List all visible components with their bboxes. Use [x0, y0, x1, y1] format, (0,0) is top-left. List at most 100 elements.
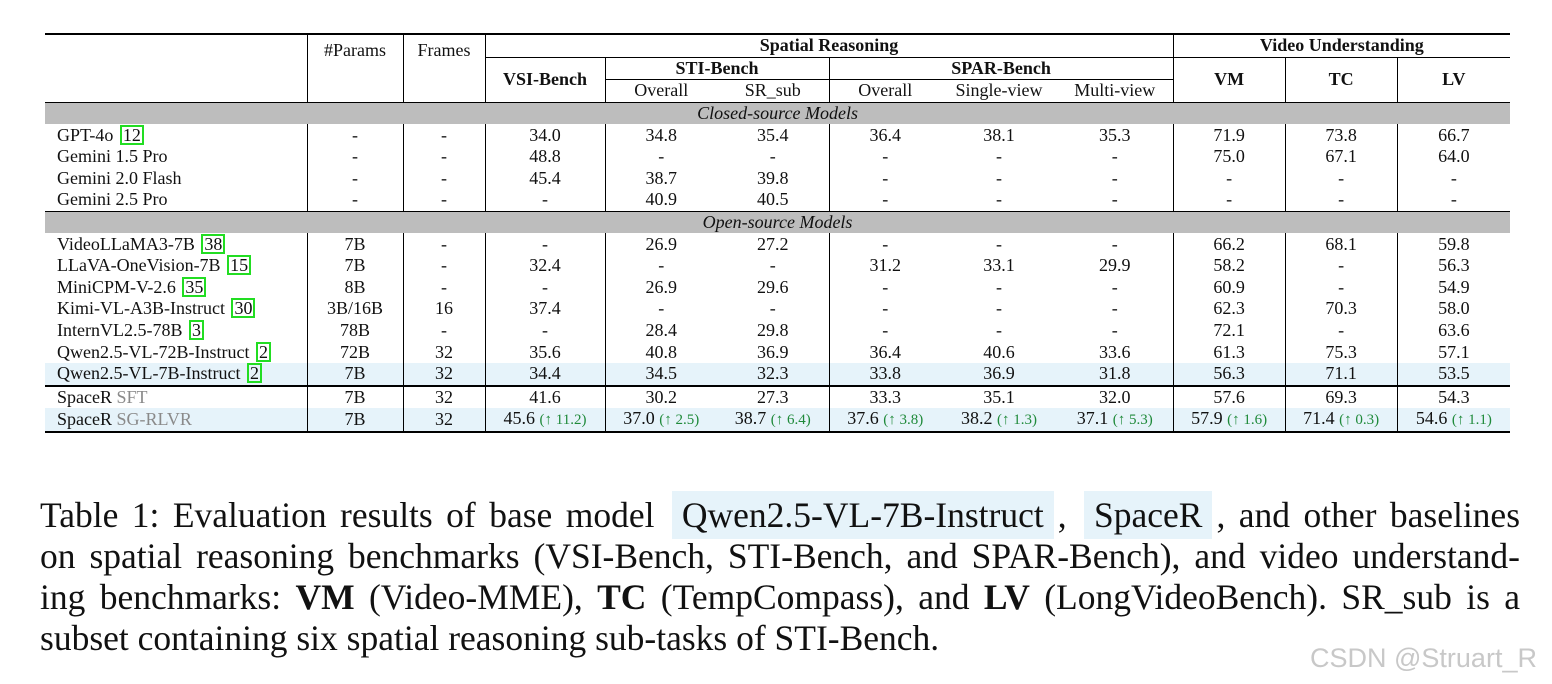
cell-value: -	[996, 167, 1002, 188]
cell-value: 31.2	[869, 255, 902, 276]
table-row: InternVL2.5-78B 3 78B - - 28.4 29.8 - - - 72.1 - 63…	[45, 319, 1510, 342]
cell-value: -	[441, 233, 447, 254]
improvement-delta: (↑ 0.3)	[1339, 412, 1380, 429]
cell-value: -	[996, 298, 1002, 319]
cell-value: 7B	[344, 386, 366, 407]
cell-value: 71.1	[1325, 363, 1357, 384]
cell-value: 68.1	[1325, 233, 1357, 254]
cell-value: 78B	[339, 320, 370, 341]
cell-value: 7B	[344, 363, 366, 384]
cell-value: -	[769, 298, 776, 319]
cell-value: -	[352, 189, 358, 210]
improvement-delta: (↑ 2.5)	[659, 412, 700, 429]
cell-value: 28.4	[645, 320, 678, 341]
model-name: Qwen2.5-VL-7B-Instruct	[57, 363, 241, 384]
header-spar-overall: Overall	[829, 79, 941, 103]
cell-value: -	[1338, 167, 1345, 188]
header-sti-overall: Overall	[605, 79, 717, 103]
citation-link[interactable]: 35	[182, 276, 207, 297]
header-vm: VM	[1173, 57, 1286, 103]
cell-value: -	[882, 276, 889, 297]
cell-value: 32	[435, 386, 453, 407]
cell-value: 54.6	[1415, 408, 1448, 429]
training-tag: SFT	[116, 386, 148, 407]
cell-value: 26.9	[645, 233, 678, 254]
header-spatial-reasoning: Spatial Reasoning	[485, 32, 1174, 58]
cell-value: -	[542, 189, 548, 210]
cell-value: 32	[435, 363, 453, 384]
table-row: Gemini 2.5 Pro - - - 40.9 40.5 - - - - - -	[45, 189, 1510, 212]
cell-value: -	[1226, 189, 1233, 210]
cell-value: -	[882, 233, 889, 254]
cell-value: 34.5	[645, 363, 678, 384]
cell-value: 29.8	[757, 320, 789, 341]
table-row: SpaceR SFT 7B 32 41.6 30.2 27.3 33.3 35.1 32.0 57…	[45, 384, 1511, 409]
table-row: VideoLLaMA3-7B 38 7B - - 26.9 27.2 - - - 66.2 68.1…	[45, 233, 1510, 255]
cell-value: -	[352, 124, 358, 145]
caption-line-3: ing benchmarks: VM (Video-MME), TC (Temp…	[40, 577, 1520, 617]
cell-value: 40.6	[983, 341, 1015, 362]
caption-line-2: on spatial reasoning benchmarks (VSI-Ben…	[40, 536, 1520, 576]
cell-value: 39.8	[757, 167, 789, 188]
cell-value: 32	[435, 341, 453, 362]
citation-link[interactable]: 30	[231, 298, 256, 319]
caption-highlight-qwen: Qwen2.5-VL-7B-Instruct	[671, 491, 1054, 539]
cell-value: -	[542, 276, 548, 297]
cell-value: 26.9	[645, 276, 678, 297]
cell-value: -	[441, 167, 447, 188]
cell-value: 56.3	[1213, 363, 1245, 384]
header-params: #Params	[307, 32, 404, 103]
cell-value: -	[996, 146, 1002, 167]
header-spar-bench: SPAR-Bench	[829, 57, 1174, 81]
cell-value: -	[658, 146, 665, 167]
model-name: SpaceR	[57, 409, 112, 430]
cell-value: -	[996, 189, 1002, 210]
cell-value: 37.1	[1076, 408, 1109, 429]
header-tc: TC	[1285, 57, 1398, 103]
table-row: Qwen2.5-VL-72B-Instruct 2 72B 32 35.6 40.8 36…	[45, 341, 1510, 363]
model-name: VideoLLaMA3-7B	[57, 233, 195, 254]
header-video-understanding: Video Understanding	[1173, 32, 1511, 58]
cell-value: 35.3	[1099, 124, 1131, 145]
cell-value: -	[1111, 189, 1118, 210]
cell-value: 73.8	[1325, 124, 1357, 145]
cell-value: 36.9	[757, 341, 789, 362]
cell-value: -	[441, 146, 447, 167]
cell-value: -	[1111, 167, 1118, 188]
cell-value: -	[352, 167, 358, 188]
model-name: Gemini 2.0 Flash	[57, 167, 182, 188]
cell-value: 38.1	[983, 124, 1015, 145]
section-header: Open-source Models	[45, 210, 1511, 234]
cell-value: 8B	[344, 276, 366, 297]
model-name: Gemini 1.5 Pro	[57, 146, 168, 167]
cell-value: 64.0	[1438, 146, 1470, 167]
cell-value: -	[1338, 276, 1345, 297]
cell-value: 33.8	[869, 363, 902, 384]
cell-value: -	[1226, 167, 1233, 188]
watermark: CSDN @Struart_R	[1310, 643, 1537, 673]
caption-line-4: subset containing six spatial reasoning …	[40, 618, 940, 658]
cell-value: 32.3	[757, 363, 789, 384]
table-row: Qwen2.5-VL-7B-Instruct 2 7B 32 34.4 34.5 32.3…	[45, 362, 1511, 386]
cell-value: 33.1	[983, 255, 1015, 276]
citation-link[interactable]: 38	[201, 233, 226, 254]
caption-line-1: Table 1: Evaluation results of base mode…	[40, 491, 1520, 539]
cell-value: 37.4	[529, 298, 561, 319]
cell-value: 59.8	[1438, 233, 1470, 254]
cell-value: -	[1111, 146, 1118, 167]
cell-value: 32	[435, 409, 453, 430]
citation-link[interactable]: 12	[119, 124, 144, 145]
cell-value: 53.5	[1438, 363, 1470, 384]
cell-value: -	[769, 255, 776, 276]
citation-link[interactable]: 3	[188, 320, 204, 341]
improvement-delta: (↑ 3.8)	[883, 412, 924, 429]
cell-value: -	[441, 255, 447, 276]
cell-value: 3B/16B	[326, 298, 383, 319]
header-sti-sr-sub: SR_sub	[717, 79, 830, 103]
citation-link[interactable]: 15	[227, 255, 252, 276]
citation-link[interactable]: 2	[246, 363, 262, 384]
citation-link[interactable]: 2	[255, 341, 271, 362]
cell-value: 7B	[344, 233, 366, 254]
header-sti-bench: STI-Bench	[605, 57, 830, 81]
cell-value: 57.9	[1191, 408, 1223, 429]
